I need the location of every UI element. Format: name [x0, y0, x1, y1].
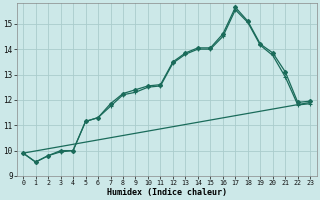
X-axis label: Humidex (Indice chaleur): Humidex (Indice chaleur): [107, 188, 227, 197]
